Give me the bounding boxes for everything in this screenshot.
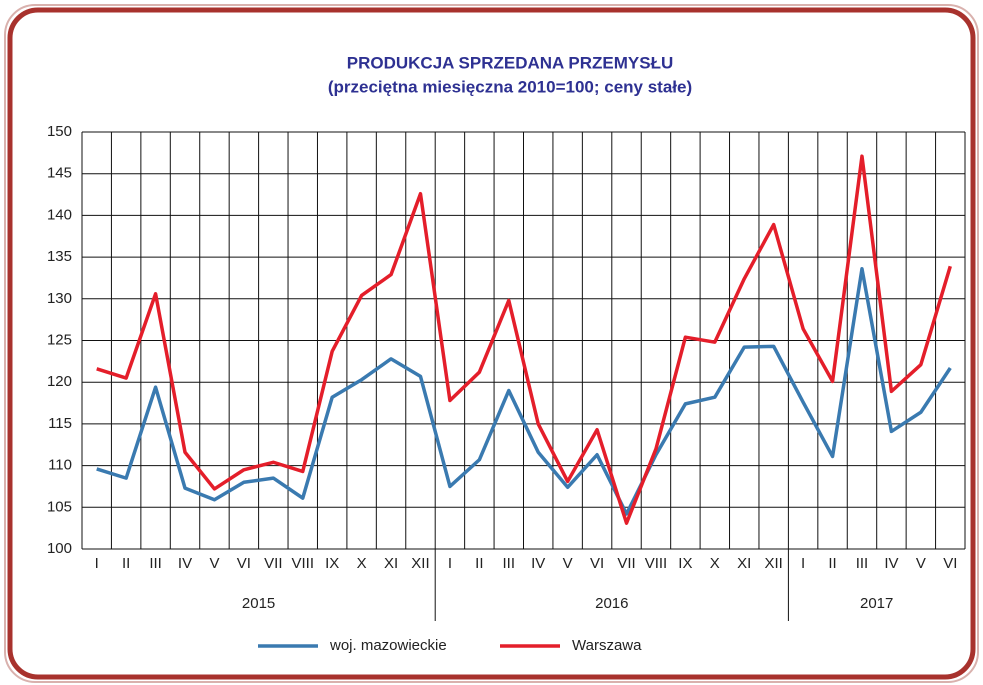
x-tick-label: XII — [411, 555, 429, 572]
y-tick-label: 135 — [47, 248, 72, 265]
y-tick-label: 115 — [48, 415, 72, 432]
x-tick-label: IV — [884, 555, 898, 572]
x-tick-label: IV — [531, 555, 545, 572]
x-tick-label: XI — [384, 555, 398, 572]
x-tick-label: VI — [237, 555, 251, 572]
x-tick-label: I — [95, 555, 99, 572]
x-tick-label: IV — [178, 555, 192, 572]
y-tick-label: 130 — [47, 290, 72, 307]
series-line — [96, 154, 952, 525]
x-tick-label: III — [856, 555, 869, 572]
y-tick-label: 110 — [48, 457, 72, 474]
x-tick-label: V — [209, 555, 219, 572]
x-tick-label: XII — [765, 555, 783, 572]
x-tick-label: X — [357, 555, 367, 572]
x-tick-label: V — [563, 555, 573, 572]
chart-subtitle: (przeciętna miesięczna 2010=100; ceny st… — [328, 77, 692, 96]
x-tick-label: VIII — [645, 555, 668, 572]
x-tick-label: II — [122, 555, 130, 572]
x-tick-label: X — [710, 555, 720, 572]
outer-frame — [4, 4, 979, 683]
x-tick-label: III — [503, 555, 516, 572]
legend-label: woj. mazowieckie — [329, 637, 447, 654]
x-tick-label: VI — [943, 555, 957, 572]
group-label: 2015 — [242, 595, 275, 612]
y-tick-label: 100 — [47, 540, 72, 557]
x-tick-label: VIII — [291, 555, 314, 572]
chart-title: PRODUKCJA SPRZEDANA PRZEMYSŁU — [347, 53, 674, 72]
x-tick-label: V — [916, 555, 926, 572]
x-tick-label: I — [448, 555, 452, 572]
group-label: 2016 — [595, 595, 628, 612]
y-tick-label: 150 — [47, 123, 72, 140]
x-tick-label: II — [828, 555, 836, 572]
x-tick-label: XI — [737, 555, 751, 572]
x-tick-label: IX — [325, 555, 339, 572]
legend-label: Warszawa — [572, 637, 642, 654]
y-tick-label: 125 — [47, 331, 72, 348]
series-line — [96, 267, 952, 516]
y-tick-label: 120 — [47, 373, 72, 390]
y-tick-label: 140 — [47, 206, 72, 223]
x-tick-label: II — [475, 555, 483, 572]
y-tick-label: 105 — [47, 498, 72, 515]
x-tick-label: I — [801, 555, 805, 572]
x-tick-label: IX — [678, 555, 692, 572]
x-tick-label: VI — [590, 555, 604, 572]
x-tick-label: VII — [264, 555, 282, 572]
x-tick-label: VII — [617, 555, 635, 572]
y-tick-label: 145 — [47, 165, 72, 182]
x-tick-label: III — [149, 555, 162, 572]
group-label: 2017 — [860, 595, 893, 612]
